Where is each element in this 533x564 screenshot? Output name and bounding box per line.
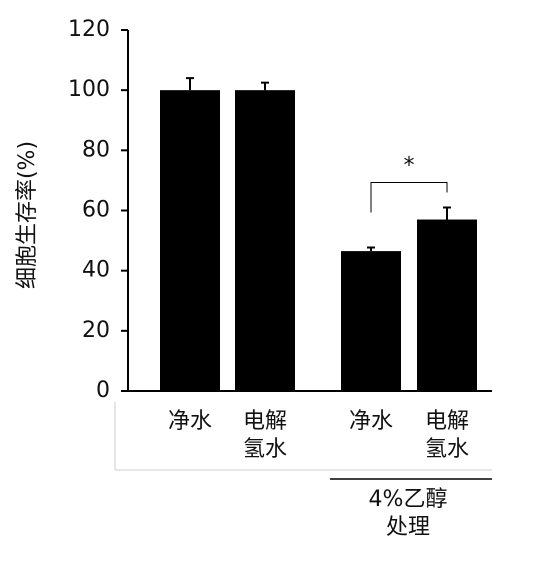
- y-tick-label: 100: [68, 77, 110, 102]
- x-tick-label: 净水: [348, 409, 393, 434]
- y-tick-label: 20: [82, 318, 110, 343]
- y-axis-label: 细胞生存率(%): [15, 141, 40, 289]
- bar: [417, 219, 477, 391]
- y-tick-label: 120: [68, 17, 110, 42]
- y-tick-label: 40: [82, 258, 110, 283]
- x-tick-label: 电解氢水: [242, 409, 287, 462]
- group-label: 4%乙醇处理: [368, 487, 448, 540]
- x-tick-label: 电解氢水: [424, 409, 469, 462]
- y-tick-label: 0: [96, 378, 110, 403]
- significance-mark: *: [404, 153, 415, 178]
- y-tick-label: 80: [82, 137, 110, 162]
- bar: [341, 251, 401, 391]
- bar: [160, 90, 220, 392]
- significance-bracket: [370, 181, 448, 213]
- y-tick-label: 60: [82, 198, 110, 223]
- bar: [235, 90, 295, 392]
- x-tick-label: 净水: [167, 409, 212, 434]
